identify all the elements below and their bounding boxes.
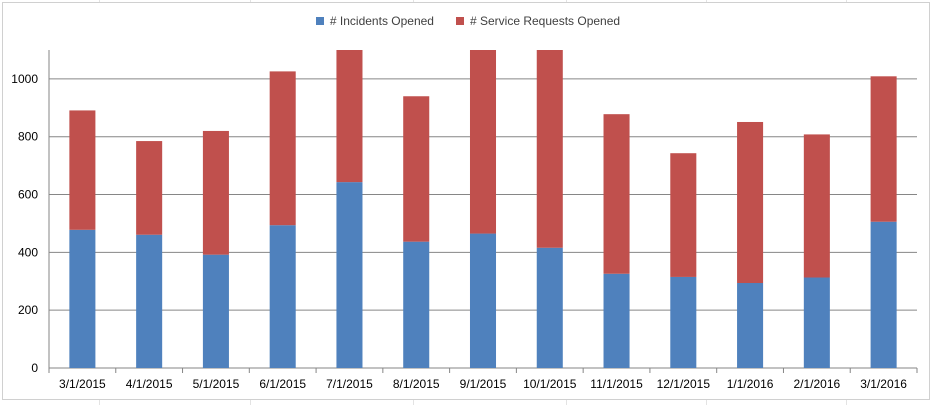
legend-item-service-requests: # Service Requests Opened [455, 14, 621, 28]
bar-incidents [603, 273, 630, 368]
x-tick-label: 5/1/2015 [193, 377, 240, 391]
bar-service-requests [603, 114, 630, 274]
bar-incidents [803, 277, 830, 368]
legend-label-incidents: # Incidents Opened [329, 14, 434, 28]
y-tick-label: 1000 [11, 72, 38, 86]
x-tick-label: 12/1/2015 [657, 377, 711, 391]
legend-label-service-requests: # Service Requests Opened [469, 14, 621, 28]
bar-incidents [202, 254, 229, 368]
bar-incidents [870, 221, 897, 368]
bar-service-requests [670, 153, 697, 277]
bar-service-requests [269, 71, 296, 226]
x-tick-label: 3/1/2016 [860, 377, 907, 391]
legend-swatch-service-requests [455, 17, 464, 25]
y-tick-label: 200 [18, 303, 38, 317]
bar-service-requests [202, 130, 229, 255]
x-tick-label: 9/1/2015 [460, 377, 507, 391]
bar-incidents [269, 225, 296, 368]
x-tick-label: 11/1/2015 [590, 377, 643, 391]
bar-service-requests [803, 134, 830, 278]
x-tick-label: 4/1/2015 [126, 377, 173, 391]
y-tick-label: 800 [18, 130, 38, 144]
legend-swatch-incidents [315, 17, 324, 25]
x-tick-label: 6/1/2015 [259, 377, 306, 391]
bar-incidents [536, 247, 563, 368]
x-tick-label: 10/1/2015 [523, 377, 577, 391]
bar-service-requests [536, 50, 563, 248]
y-tick-label: 400 [18, 245, 38, 259]
x-tick-label: 3/1/2015 [59, 377, 106, 391]
bar-incidents [136, 234, 163, 368]
bar-service-requests [403, 96, 430, 242]
bar-service-requests [469, 50, 497, 234]
bar-incidents [403, 241, 430, 368]
chart-legend: # Incidents Opened # Service Requests Op… [0, 14, 936, 28]
x-tick-label: 2/1/2016 [793, 377, 840, 391]
x-tick-label: 1/1/2016 [727, 377, 774, 391]
x-tick-label: 8/1/2015 [393, 377, 440, 391]
bar-incidents [670, 276, 697, 368]
bar-service-requests [136, 141, 163, 235]
bar-service-requests [870, 76, 897, 222]
legend-item-incidents: # Incidents Opened [315, 14, 434, 28]
bar-incidents [336, 182, 363, 368]
bar-service-requests [69, 110, 96, 230]
bar-incidents [737, 283, 764, 368]
y-tick-label: 600 [18, 188, 38, 202]
bar-service-requests [336, 50, 363, 183]
x-tick-label: 7/1/2015 [326, 377, 373, 391]
bar-service-requests [737, 121, 764, 284]
y-tick-label: 0 [31, 361, 38, 375]
bar-incidents [469, 233, 497, 368]
bar-incidents [69, 229, 96, 368]
